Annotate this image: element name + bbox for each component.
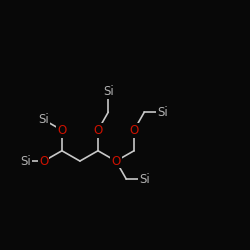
Text: O: O (57, 124, 66, 137)
Text: Si: Si (157, 106, 168, 118)
Text: O: O (130, 124, 139, 137)
Text: O: O (93, 124, 102, 137)
Text: Si: Si (139, 172, 150, 186)
Text: Si: Si (20, 154, 31, 168)
Text: Si: Si (38, 113, 49, 126)
Text: O: O (111, 154, 120, 168)
Text: O: O (39, 154, 48, 168)
Text: Si: Si (103, 85, 114, 98)
